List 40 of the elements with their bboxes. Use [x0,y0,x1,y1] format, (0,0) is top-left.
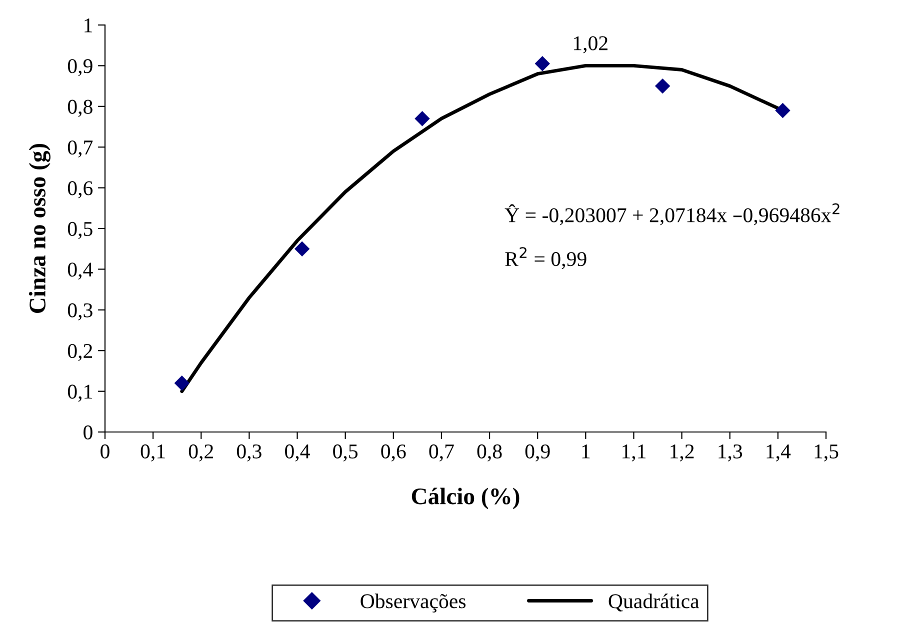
point [174,376,190,391]
x-tick-label: 0,1 [140,444,165,462]
point [775,102,790,118]
legend-label: Quadrática [608,594,700,612]
point [534,56,550,72]
x-tick-label: 0,8 [477,444,502,462]
x-tick-label: 0,9 [525,444,550,462]
y-tick-label: 0,8 [68,100,92,117]
y-tick-label: 0,7 [68,140,93,158]
point [654,78,670,94]
x-tick-label: 0,5 [333,444,358,462]
y-axis-title: Cinza no osso (g) [28,144,50,313]
x-axis-title: Cálcio (%) [412,488,520,510]
x-tick-label: 0,7 [429,444,454,462]
x-tick-label: 0,2 [188,444,214,462]
x-tick-label: 1,2 [670,444,694,462]
y-tick-label: 0,4 [68,262,93,280]
legend-label: Observações [360,594,466,613]
y-tick-label: 0,6 [68,181,93,198]
x-tick-label: 1,1 [622,444,646,462]
y-tick-label: 0,5 [68,222,92,239]
x-tick-label: 1,5 [814,444,838,462]
x-tick-label: 1,4 [766,444,791,462]
x-tick-label: 1,3 [718,444,742,462]
x-tick-label: 0,6 [381,444,406,462]
annotation: R$^{2}$ = 0,99 [505,247,586,270]
y-tick-label: 0,1 [68,384,92,402]
x-tick-label: 0,3 [236,444,262,462]
y-tick-label: 0,2 [68,344,92,362]
x-tick-label: 0,4 [285,444,310,462]
x-tick-label: 0 [100,444,110,458]
y-tick-label: 1 [84,18,92,32]
point [414,111,430,126]
y-tick-label: 0,9 [68,59,92,76]
point [294,241,310,256]
annotation: Ŷ = -0,203007 + 2,07184x –0,969486x$^{2}$ [504,203,840,226]
y-tick-label: 0,3 [68,303,92,320]
annotation: 1,02 [574,36,608,54]
y-tick-label: 0 [84,425,92,440]
x-tick-label: 1 [582,444,590,458]
